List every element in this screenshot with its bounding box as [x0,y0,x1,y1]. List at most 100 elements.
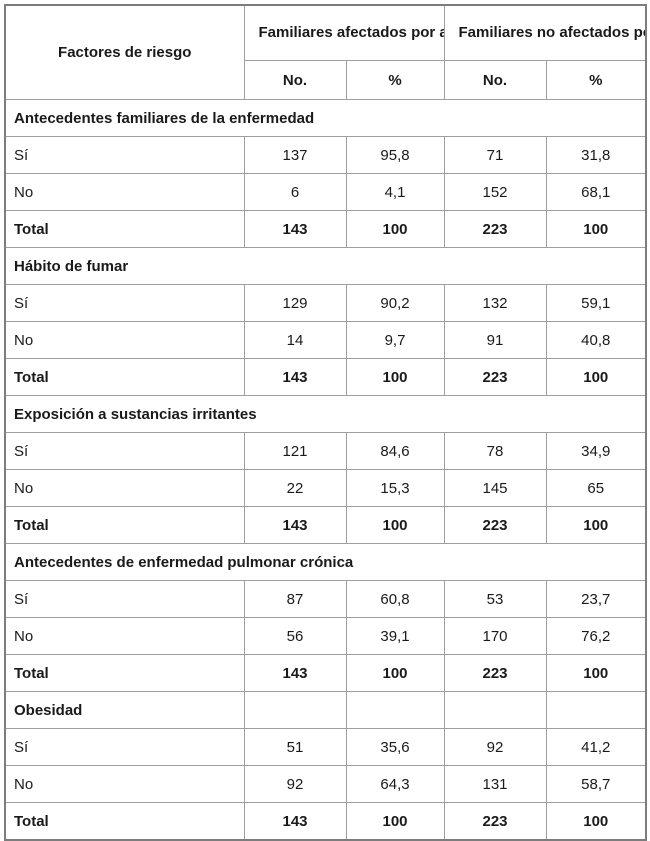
table-row: Sí 51 35,6 92 41,2 [4,728,647,766]
cell-value: 87 [243,580,347,618]
cell-value: 223 [443,802,547,841]
section-header-row: Exposición a sustancias irritantes [4,395,647,433]
cell-value: 100 [345,210,445,248]
total-row: Total 143 100 223 100 [4,802,647,841]
cell-value: 40,8 [545,321,647,359]
cell-value: 68,1 [545,173,647,211]
row-label: Total [4,506,245,544]
cell-value: 6 [243,173,347,211]
cell-value: 100 [345,358,445,396]
table-row: No 6 4,1 152 68,1 [4,173,647,211]
cell-value: 143 [243,506,347,544]
cell-value: 223 [443,506,547,544]
cell-value: 132 [443,284,547,322]
cell-value: 100 [345,802,445,841]
row-label: Sí [4,136,245,174]
section-title: Hábito de fumar [4,247,647,285]
cell-value: 34,9 [545,432,647,470]
cell-value: 170 [443,617,547,655]
cell-value: 100 [545,210,647,248]
cell-value: 121 [243,432,347,470]
cell-value: 91 [443,321,547,359]
cell-value: 137 [243,136,347,174]
cell-value: 71 [443,136,547,174]
cell-value: 143 [243,654,347,692]
table-row: No 22 15,3 145 65 [4,469,647,507]
cell-value: 223 [443,358,547,396]
row-label: Sí [4,728,245,766]
cell-value: 100 [345,506,445,544]
section-header-row: Antecedentes de enfermedad pulmonar crón… [4,543,647,581]
cell-value: 90,2 [345,284,445,322]
subcolumn-header-no-affected: No. [243,60,347,100]
subcolumn-header-pct-not-affected: % [545,60,647,100]
cell-value: 15,3 [345,469,445,507]
cell-value: 58,7 [545,765,647,803]
table-row: Sí 129 90,2 132 59,1 [4,284,647,322]
row-label: No [4,765,245,803]
cell-value: 14 [243,321,347,359]
empty-cell [345,691,445,729]
cell-value: 59,1 [545,284,647,322]
section-header-row: Antecedentes familiares de la enfermedad [4,99,647,137]
total-row: Total 143 100 223 100 [4,654,647,692]
table-row: Sí 87 60,8 53 23,7 [4,580,647,618]
cell-value: 100 [345,654,445,692]
table-row: No 14 9,7 91 40,8 [4,321,647,359]
row-label: No [4,469,245,507]
table-row: Sí 137 95,8 71 31,8 [4,136,647,174]
cell-value: 76,2 [545,617,647,655]
cell-value: 41,2 [545,728,647,766]
subcolumn-header-no-not-affected: No. [443,60,547,100]
cell-value: 9,7 [345,321,445,359]
cell-value: 143 [243,358,347,396]
section-title: Antecedentes de enfermedad pulmonar crón… [4,543,647,581]
table-row: No 92 64,3 131 58,7 [4,765,647,803]
row-label: Sí [4,284,245,322]
total-row: Total 143 100 223 100 [4,358,647,396]
cell-value: 4,1 [345,173,445,211]
total-row: Total 143 100 223 100 [4,210,647,248]
section-header-row: Obesidad [4,691,647,729]
header-row-subcolumns: No. % No. % [5,60,647,100]
empty-cell [545,691,647,729]
row-label: Sí [4,580,245,618]
group-header-not-affected: Familiares no afectados por asma bronqui… [443,4,647,61]
cell-value: 223 [443,654,547,692]
cell-value: 51 [243,728,347,766]
cell-value: 23,7 [545,580,647,618]
cell-value: 100 [545,654,647,692]
cell-value: 39,1 [345,617,445,655]
cell-value: 143 [243,210,347,248]
cell-value: 92 [243,765,347,803]
cell-value: 64,3 [345,765,445,803]
row-label: No [4,617,245,655]
row-label: Total [4,654,245,692]
cell-value: 84,6 [345,432,445,470]
empty-cell [243,691,347,729]
row-label: Sí [4,432,245,470]
cell-value: 92 [443,728,547,766]
cell-value: 131 [443,765,547,803]
row-label: No [4,173,245,211]
row-label: Total [4,358,245,396]
row-label: No [4,321,245,359]
factor-column-header: Factores de riesgo [4,4,245,100]
cell-value: 22 [243,469,347,507]
header-row-groups: Factores de riesgo Familiares afectados … [4,4,647,100]
total-row: Total 143 100 223 100 [4,506,647,544]
subcolumn-header-pct-affected: % [345,60,445,100]
group-header-affected: Familiares afectados por asma bronquial [243,4,445,61]
section-title: Obesidad [4,691,245,729]
cell-value: 31,8 [545,136,647,174]
table-row: No 56 39,1 170 76,2 [4,617,647,655]
cell-value: 100 [545,506,647,544]
cell-value: 129 [243,284,347,322]
cell-value: 53 [443,580,547,618]
cell-value: 143 [243,802,347,841]
section-title: Antecedentes familiares de la enfermedad [4,99,647,137]
cell-value: 56 [243,617,347,655]
cell-value: 35,6 [345,728,445,766]
cell-value: 223 [443,210,547,248]
cell-value: 78 [443,432,547,470]
